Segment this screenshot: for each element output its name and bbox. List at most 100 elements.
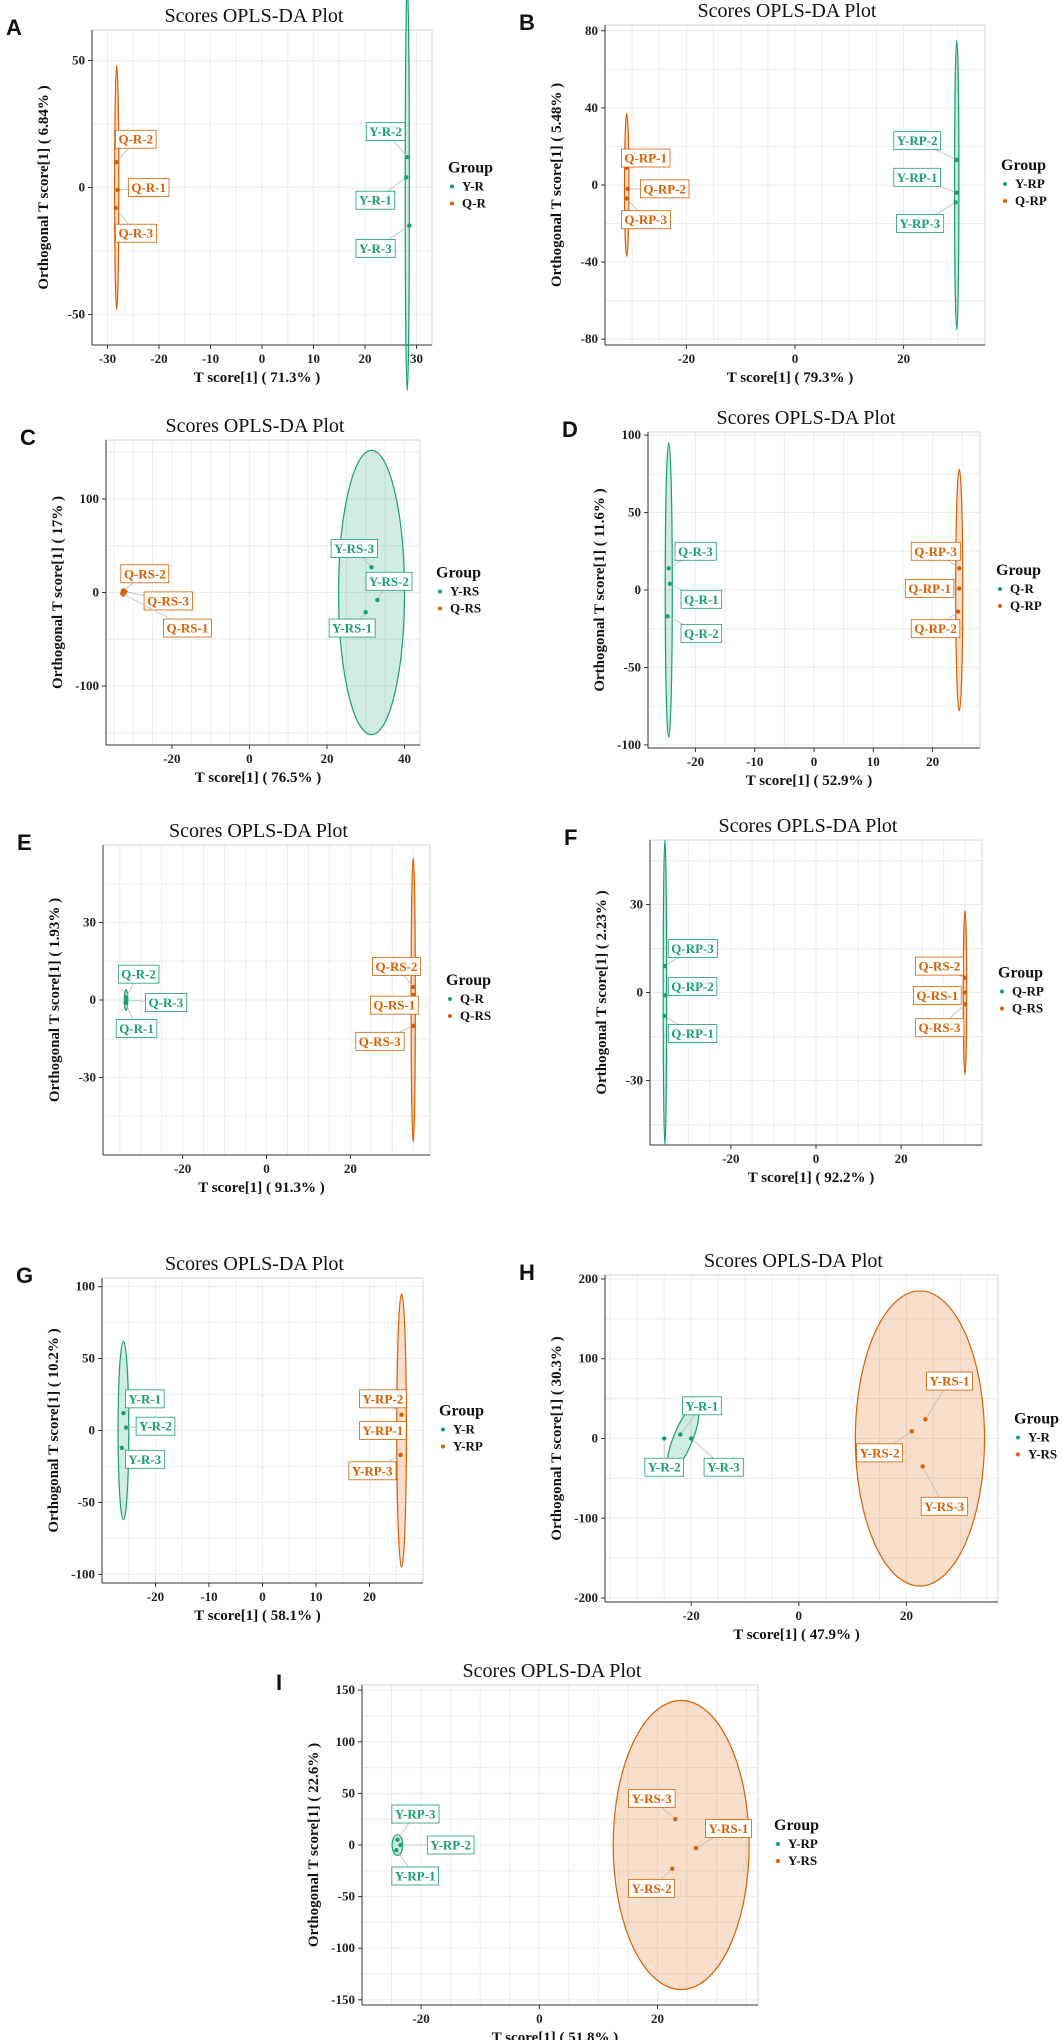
x-tick-label: 20 [651,2011,664,2026]
point-label-box [143,591,193,611]
x-axis-label: T score[1] ( 91.3% ) [198,1180,325,1196]
point-label: Y-RP-1 [359,1421,407,1440]
point-label-text: Q-R-2 [118,132,153,147]
point-label-box [391,1804,440,1824]
point-label: Y-RS-2 [856,1443,903,1463]
point-label-text: Q-R-1 [119,1021,154,1036]
point-label-box [667,1024,718,1043]
point-label-box [621,148,671,168]
point-label: Q-RS-2 [120,564,170,584]
x-axis-label: T score[1] ( 47.9% ) [733,1627,860,1643]
point-label: Q-R-1 [680,589,723,609]
legend-title: Group [448,160,493,177]
point-label: Y-R-1 [125,1389,165,1409]
data-point [909,1429,915,1434]
legend-item: Q-R [460,991,484,1006]
legend-item: Q-R [1010,581,1034,596]
legend-item: Y-RS [1028,1447,1057,1462]
point-label-text: Y-RS-2 [632,1881,672,1896]
y-tick-label: 80 [585,23,598,38]
y-tick-label: 0 [635,582,642,597]
data-point [667,581,673,587]
point-label-box [163,618,212,638]
point-label-text: Q-RP-3 [624,212,667,227]
point-label-box [896,214,945,233]
data-point [114,159,119,165]
panel-b: -20 0 20 -80 -40 0 40 80 Scores OPLS-DA Plot B T s… [519,0,1047,386]
point-label: Q-RS-1 [912,986,962,1005]
confidence-ellipse-y-rp [953,39,960,331]
legend-item: Q-RP [1015,193,1047,208]
point-label-box [640,179,690,199]
y-tick-label: -100 [75,678,99,693]
legend-marker [448,997,452,1001]
y-axis-label: Orthogonal T score[1] ( 5.48% ) [549,83,565,287]
data-point [119,1445,124,1450]
point-label-box [628,1878,676,1898]
point-label-text: Y-RP-1 [363,1423,404,1438]
point-label: Q-RP-2 [910,619,961,639]
x-tick-label: -20 [682,1608,699,1623]
x-tick-label: -20 [147,1589,164,1604]
point-label-text: Q-RP-1 [671,1026,714,1041]
y-tick-label: -80 [581,331,598,346]
chart-title: Scores OPLS-DA Plot [698,0,877,22]
chart-title: Scores OPLS-DA Plot [169,820,348,842]
point-label: Y-R-3 [125,1449,166,1469]
point-label-box [355,239,396,258]
point-label-text: Y-RP-3 [352,1463,393,1478]
point-label: Y-RP-2 [359,1389,407,1409]
y-tick-label: 0 [79,180,86,195]
data-point [662,1436,667,1441]
x-tick-label: -10 [200,1589,217,1604]
x-tick-label: -20 [163,751,180,766]
point-label-box [920,1496,969,1516]
point-label-box [680,589,723,609]
x-tick-label: -30 [99,351,116,366]
y-tick-label: 0 [592,1431,599,1446]
data-point [665,614,670,619]
point-label-box [426,1835,475,1855]
data-point [363,609,368,615]
panel-a: -30 -20 -10 0 10 20 30 -50 0 50 Scores OPLS-DA Plo… [6,0,493,392]
data-point [953,200,958,205]
panel-letter: D [562,417,578,442]
chart-title: Scores OPLS-DA Plot [165,1253,344,1275]
point-label-box [115,223,158,243]
point-label: Y-R-2 [644,1457,684,1477]
x-tick-label: 20 [900,1608,913,1623]
legend-item: Y-RP [788,1836,818,1851]
point-label: Y-RS-1 [926,1371,973,1391]
x-tick-label: 20 [897,351,910,366]
point-label-box [120,564,170,584]
point-label-text: Y-RP-1 [897,170,938,185]
point-label-box [355,1031,405,1051]
x-tick-label: -20 [722,1151,739,1166]
panel-letter: B [519,10,535,35]
x-tick-label: 0 [811,754,818,769]
point-label-text: Q-RS-3 [359,1034,401,1049]
y-tick-label: 50 [82,1351,95,1366]
point-label-text: Y-R-1 [359,193,392,208]
y-tick-label: -150 [331,1992,355,2007]
legend-title: Group [1001,157,1046,174]
x-tick-label: -20 [150,351,167,366]
point-label: Y-RP-1 [391,1866,439,1886]
point-label-box [135,1416,176,1436]
point-label-text: Q-R-3 [149,995,184,1010]
data-point [624,196,629,201]
point-label-text: Q-RP-2 [914,621,957,636]
y-tick-label: -30 [79,1070,96,1085]
legend-marker [441,1427,445,1432]
legend-marker [438,606,442,611]
legend-marker [998,587,1002,591]
y-tick-label: 0 [90,992,97,1007]
data-point [394,1847,399,1853]
point-label-text: Y-RP-2 [430,1838,471,1853]
point-label-text: Q-RP-2 [671,979,714,994]
point-label-text: Q-RS-2 [918,959,960,974]
point-label: Y-R-1 [355,190,396,210]
point-label-text: Q-RS-1 [373,998,415,1013]
point-label: Q-R-2 [680,623,723,643]
